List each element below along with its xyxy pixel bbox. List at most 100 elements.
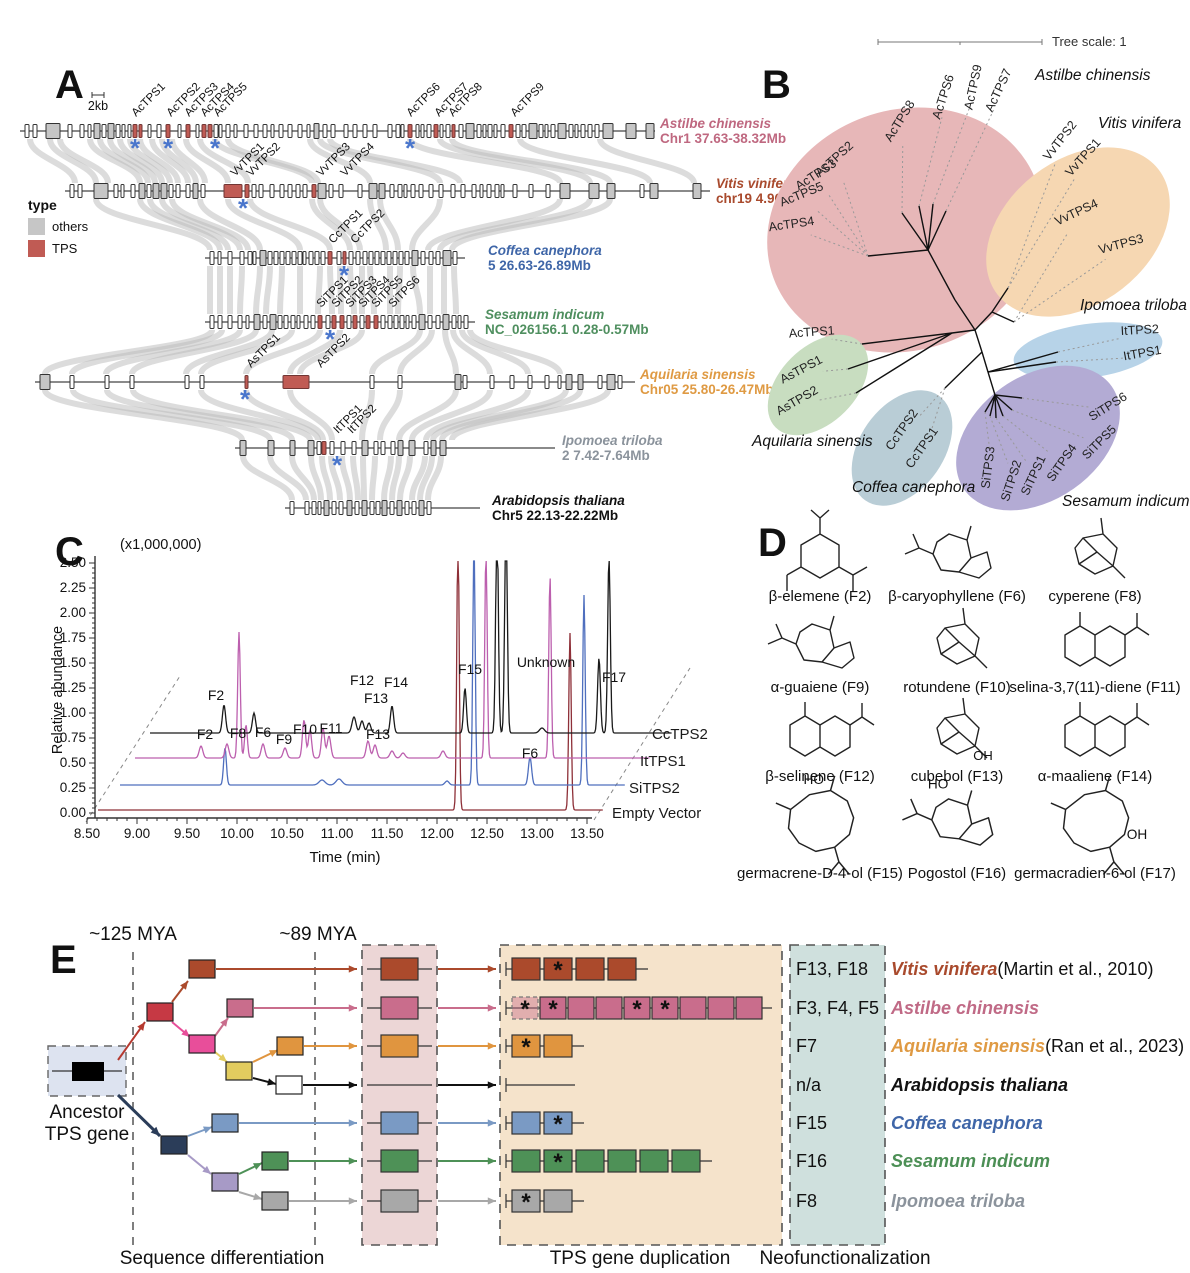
gene-box: [487, 124, 493, 138]
tree-scalebar: Tree scale: 1: [877, 34, 1127, 49]
neofunction-asterisk: *: [553, 1149, 563, 1176]
synteny-ribbon: [237, 265, 245, 315]
gene-box: [373, 315, 379, 329]
dup-gene-box: [511, 1034, 541, 1058]
gene-box: [330, 124, 336, 138]
tps-variant-box: [211, 1172, 239, 1192]
gene-box: [329, 441, 335, 455]
gene-box: [508, 124, 514, 138]
tree-branch: [927, 210, 947, 251]
x-tick-label: 9.50: [174, 826, 200, 841]
gene-box: [225, 124, 231, 138]
neo-products-label: F15: [796, 1113, 827, 1133]
tps-asterisk: *: [163, 133, 174, 163]
dup-gene-box: [511, 1111, 541, 1135]
tree-branch: [867, 249, 929, 257]
gene-box: [460, 184, 466, 198]
synteny-ribbon: [347, 265, 357, 315]
row-species-label: Ipomoea triloba: [891, 1191, 1025, 1211]
synteny-ribbon: [97, 138, 151, 184]
row-species-name: Astilbe chinensis: [890, 998, 1039, 1018]
gene-box: [373, 441, 379, 455]
synteny-ribbon: [159, 198, 243, 251]
gene-box: [283, 315, 289, 329]
gene-box: [512, 184, 518, 198]
gene-box: [296, 315, 301, 329]
gene-box: [251, 184, 257, 198]
gene-box: [328, 184, 334, 198]
scale-glyph: [91, 92, 105, 98]
tree-branch: [944, 351, 983, 389]
synteny-ribbon: [337, 265, 344, 315]
gene-box: [393, 315, 399, 329]
synteny-ribbon: [417, 455, 435, 501]
peak-label: F11: [319, 720, 342, 736]
gene-box: [544, 124, 549, 138]
synteny-ribbon: [197, 198, 263, 251]
gene-box: [462, 375, 468, 389]
peak-label: F13: [364, 690, 388, 706]
gene-box: [408, 440, 416, 456]
to-duplication-arrow: [487, 965, 496, 973]
row-species-label: Sesamum indicum: [891, 1151, 1050, 1171]
gene-box: [389, 184, 395, 198]
lineage-row: * F15 Coffea canephora: [239, 1111, 1043, 1138]
tree-branch: [901, 212, 929, 251]
gene-box: [346, 500, 353, 516]
synteny-ribbon: [397, 329, 435, 375]
synteny-ribbon: [309, 198, 353, 251]
region-label: Chr05 25.80-26.47Mb: [640, 382, 774, 397]
structure-skeleton: [775, 775, 855, 875]
tree-branch: [927, 203, 934, 251]
dup-gene-box: [539, 996, 567, 1020]
gene-box: [559, 183, 571, 199]
neofunction-asterisk: *: [553, 957, 563, 984]
synteny-ribbon: [317, 198, 363, 251]
gene-box: [527, 375, 533, 389]
compound-structure: [789, 702, 875, 757]
structure-skeleton: [936, 697, 988, 759]
gene-box: [352, 124, 358, 138]
gene-box: [213, 124, 219, 138]
gene-box: [259, 250, 267, 266]
dup-gene-box: [623, 996, 651, 1020]
synteny-ribbon: [169, 138, 208, 184]
neofunction-asterisk: *: [553, 1111, 563, 1138]
species-label: Sesamum indicum: [485, 307, 604, 322]
synteny-ribbon: [197, 138, 251, 184]
gene-box: [380, 251, 386, 265]
gene-box: [262, 124, 268, 138]
gene-box: [267, 440, 275, 456]
tree-branch: [984, 394, 996, 413]
gene-box: [200, 184, 206, 198]
gene-box: [396, 500, 403, 516]
gene-box: [227, 315, 233, 329]
lineage-arrow: [348, 1081, 357, 1089]
gene-box: [227, 251, 233, 265]
dup-gene-box: [543, 957, 573, 981]
synteny-ribbon: [42, 328, 215, 376]
tps-asterisk: *: [240, 384, 251, 414]
dup-gene-box: [607, 957, 637, 981]
row-species-name: Arabidopsis thaliana: [890, 1075, 1068, 1095]
to-duplication-arrow: [487, 1157, 496, 1165]
synteny-ribbon: [442, 329, 459, 375]
row-species-label: Vitis vinifera(Martin et al., 2010): [891, 959, 1153, 979]
dup-gene-box: [511, 1189, 541, 1213]
x-tick-label: 11.50: [371, 826, 404, 841]
gene-box: [476, 124, 482, 138]
synteny-ribbon: [127, 138, 173, 184]
neo-products-label: F13, F18: [796, 959, 868, 979]
lineage-arrow: [348, 1157, 357, 1165]
synteny-ribbon: [439, 388, 583, 442]
synteny-ribbons: [27, 137, 697, 501]
gene-box: [165, 124, 171, 138]
gene-box: [239, 251, 245, 265]
gene-box: [457, 315, 462, 329]
legend-title: type: [28, 197, 57, 213]
era-label: ~89 MYA: [279, 924, 357, 945]
gene-box: [400, 124, 405, 138]
